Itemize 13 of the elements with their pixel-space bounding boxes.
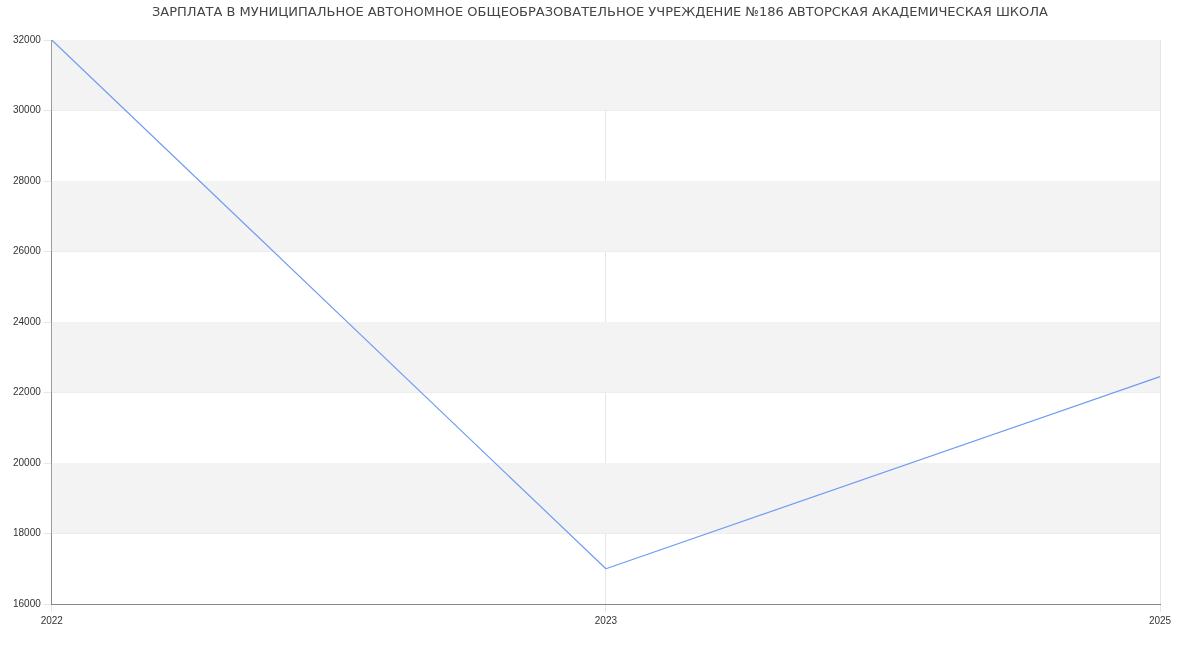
x-tick-label: 2023 — [594, 614, 618, 626]
y-tick-label: 18000 — [13, 527, 42, 539]
y-tick-label: 22000 — [13, 386, 42, 398]
y-tick-label: 30000 — [13, 104, 42, 116]
chart-title: ЗАРПЛАТА В МУНИЦИПАЛЬНОЕ АВТОНОМНОЕ ОБЩЕОБРАЗОВАТЕЛЬНОЕ УЧРЕЖДЕНИЕ №186 АВТОРСКАЯ АКАДЕМИЧЕСКАЯ ШКОЛА — [151, 4, 1049, 19]
y-tick-label: 20000 — [13, 456, 42, 468]
y-tick-label: 32000 — [13, 33, 42, 45]
y-tick-label: 16000 — [13, 597, 42, 609]
y-tick-label: 28000 — [13, 174, 42, 186]
x-tick-label: 2025 — [1148, 614, 1172, 626]
y-tick-label: 24000 — [13, 315, 42, 327]
x-tick-label: 2022 — [40, 614, 64, 626]
y-tick-label: 26000 — [13, 245, 42, 257]
